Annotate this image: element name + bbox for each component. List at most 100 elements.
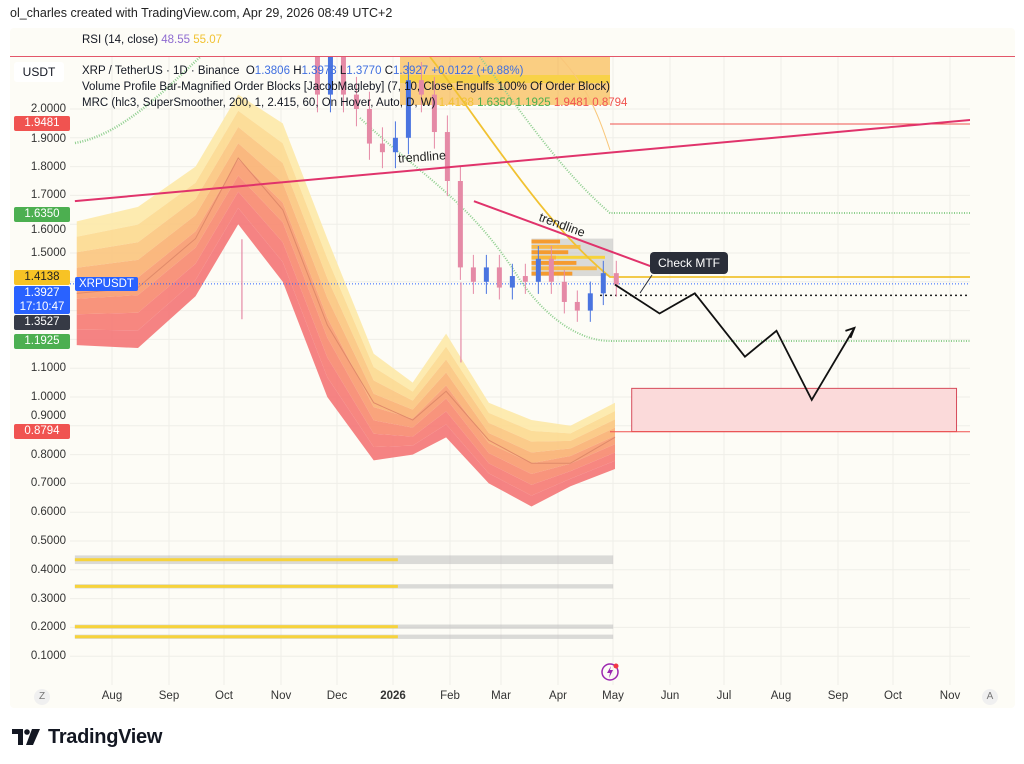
price-tick-label: 1.0000: [30, 391, 66, 403]
mrc-value: 1.1925: [515, 97, 551, 109]
close-label: C: [384, 65, 393, 77]
candle: [289, 0, 294, 23]
candle: [418, 80, 424, 95]
tradingview-logo-icon: [12, 728, 40, 745]
price-tick-label: 0.8000: [30, 448, 66, 461]
candle: [600, 273, 606, 294]
mrc-mean-line: [76, 157, 616, 464]
badge-value: 1.4138: [24, 271, 60, 284]
price-tick-label: 2.0000: [30, 103, 66, 115]
candle: [353, 94, 359, 109]
brand-name: TradingView: [48, 726, 163, 748]
low-value: 1.3770: [346, 65, 382, 77]
time-tick-label: Oct: [215, 690, 233, 702]
candle: [613, 273, 619, 285]
mrc-value: 1.6350: [477, 97, 513, 109]
price-tick-label: 0.4000: [30, 563, 66, 576]
price-tick-label: 1.1000: [30, 362, 66, 375]
rsi-ma-value: 55.07: [193, 34, 223, 46]
price-tick-label: 1.5000: [30, 247, 66, 259]
price-tick-label: 1.6000: [30, 223, 66, 236]
mrc-mean-curve: [429, 57, 970, 278]
bar-countdown: 17:10:47: [19, 301, 65, 314]
mrc-upper-inner-curve: [479, 57, 970, 214]
price-badge: 1.4138: [14, 270, 70, 286]
projection-path: [614, 283, 856, 402]
badge-value: 1.3927: [24, 287, 60, 300]
volume-profile-bar: [531, 239, 561, 244]
check-mtf-callout[interactable]: Check MTF: [650, 252, 729, 274]
price-badge: 1.9481: [14, 116, 70, 132]
vp-indicator-legend[interactable]: Volume Profile Bar-Magnified Order Block…: [82, 81, 610, 93]
chart-credit: ol_charles created with TradingView.com,…: [10, 6, 393, 20]
price-tick-label: 1.7000: [30, 189, 66, 202]
time-tick-label: Nov: [939, 690, 961, 702]
zoom-reset-button[interactable]: Z: [34, 689, 50, 705]
price-tick-label: 0.5000: [30, 535, 66, 547]
price-tick-label: 0.1000: [30, 650, 66, 663]
price-tick-label: 0.3000: [30, 592, 66, 605]
price-badge: 1.6350: [14, 206, 70, 222]
time-tick-label: Nov: [270, 690, 292, 702]
order-block-volume-bar: [74, 584, 398, 588]
candle: [548, 258, 554, 282]
pane-separator[interactable]: [10, 56, 1015, 57]
open-label: O: [245, 65, 255, 77]
open-value: 1.3806: [254, 65, 290, 77]
lightning-icon[interactable]: [600, 662, 620, 682]
time-tick-label: Aug: [770, 690, 792, 702]
mrc-upper-curve: [559, 57, 611, 151]
price-badge: 0.8794: [14, 424, 70, 440]
low-label: L: [339, 65, 347, 77]
mrc-indicator-legend[interactable]: MRC (hlc3, SuperSmoother, 200, 1, 2.415,…: [82, 96, 627, 110]
badge-value: 1.3527: [24, 316, 60, 329]
rsi-legend: RSI (14, close) 48.55 55.07: [82, 33, 222, 47]
trendline: [74, 118, 970, 203]
callout-pointer: [639, 274, 653, 294]
candle: [496, 267, 502, 288]
candle: [483, 267, 489, 282]
time-tick-label: Dec: [326, 690, 348, 702]
order-block-volume-bar: [74, 558, 398, 562]
candle: [392, 137, 398, 153]
candle: [405, 80, 411, 138]
change-value: +0.0122 (+0.88%): [431, 65, 524, 77]
time-tick-label: Jun: [660, 690, 680, 702]
candle: [366, 109, 372, 144]
price-tick-label: 0.9000: [30, 410, 66, 423]
candle: [444, 132, 450, 181]
candle: [457, 181, 463, 268]
volume-profile-bar: [531, 255, 556, 260]
tradingview-logo[interactable]: TradingView: [12, 726, 162, 749]
currency-button[interactable]: USDT: [14, 62, 64, 82]
time-tick-label: Sep: [158, 690, 180, 702]
rsi-value: 48.55: [161, 34, 191, 46]
trendline: [473, 200, 655, 269]
time-tick-label: Oct: [884, 690, 902, 702]
auto-scale-button[interactable]: A: [982, 689, 998, 705]
time-tick-label: 2026: [380, 690, 406, 702]
symbol-title: XRP / TetherUS · 1D · Binance: [82, 65, 240, 77]
plot-area: [70, 0, 970, 639]
close-value: 1.3927: [393, 65, 429, 77]
order-block-volume-bar: [531, 255, 605, 259]
ticker-label: XRPUSDT: [75, 277, 138, 291]
time-tick-label: Aug: [101, 690, 123, 702]
price-badge: 1.1925: [14, 334, 70, 350]
mrc-label: MRC (hlc3, SuperSmoother, 200, 1, 2.415,…: [82, 97, 436, 109]
projection-arrowhead: [845, 326, 857, 339]
candle: [314, 57, 320, 95]
time-tick-label: Sep: [827, 690, 849, 702]
candle: [561, 281, 567, 302]
volume-profile-bar: [531, 250, 569, 255]
time-tick-label: Apr: [549, 690, 567, 702]
badge-value: 0.8794: [24, 425, 60, 438]
mrc-upper-inner-curve: [74, 57, 201, 145]
candle: [587, 293, 593, 311]
candle: [574, 301, 580, 311]
candle: [509, 276, 515, 288]
symbol-legend[interactable]: XRP / TetherUS · 1D · Binance O1.3806 H1…: [82, 64, 523, 78]
badge-value: 1.1925: [24, 335, 60, 348]
candle: [302, 23, 307, 24]
